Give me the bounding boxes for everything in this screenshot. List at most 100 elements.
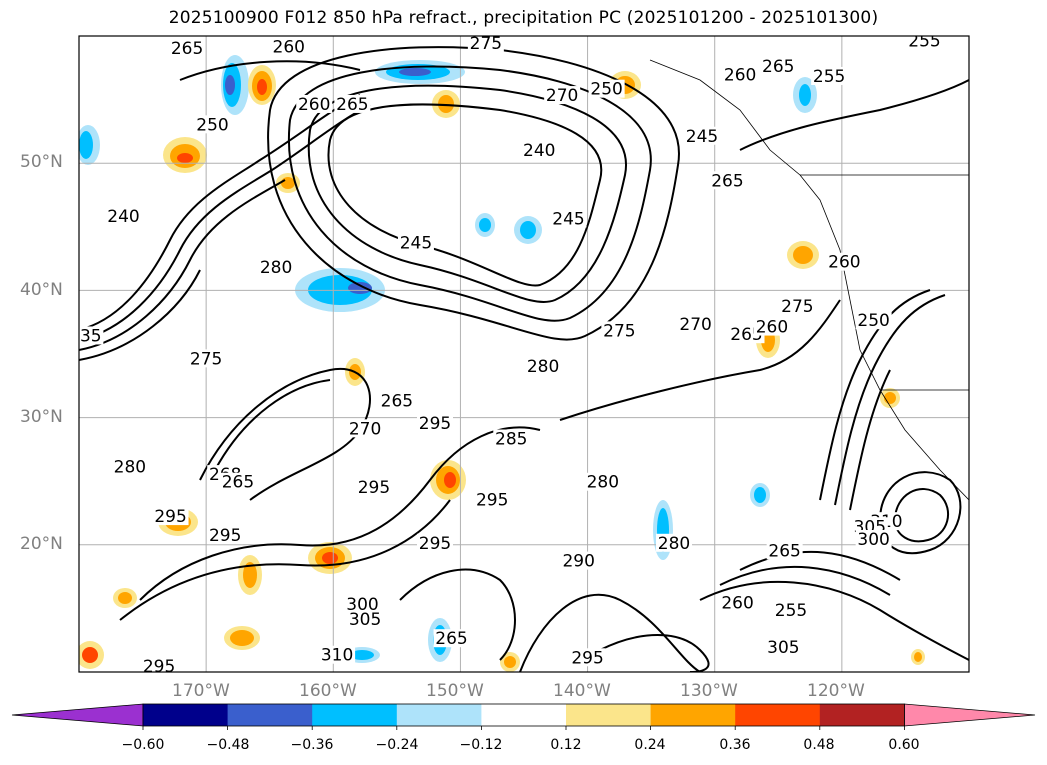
colorbar-frame xyxy=(142,703,905,727)
contour-label: 250 xyxy=(857,311,889,331)
colorbar-tick-label: −0.24 xyxy=(375,737,419,753)
contour-label-bg xyxy=(219,472,256,491)
contour-label: 275 xyxy=(603,321,635,341)
lat-label-20n: 20°N xyxy=(20,534,63,554)
contour-line xyxy=(79,269,201,361)
contour-line xyxy=(699,580,969,661)
contour-label: 280 xyxy=(114,457,146,477)
colorbar-segment xyxy=(227,704,313,726)
contour-label-bg xyxy=(811,66,848,85)
contour-label: 255 xyxy=(813,67,845,87)
lon-label-130w: 130°W xyxy=(680,681,738,701)
contour-label: 270 xyxy=(546,86,578,106)
colorbar-segment xyxy=(312,704,398,726)
contour-label: 265 xyxy=(768,541,800,561)
contour-line xyxy=(399,568,516,661)
precip-blob xyxy=(799,84,811,106)
precip-blob xyxy=(118,592,132,604)
contour-label: 235 xyxy=(69,326,101,346)
contour-label-bg xyxy=(296,94,333,113)
contour-label-bg xyxy=(976,54,1012,72)
contour-line xyxy=(819,289,931,501)
contour-line xyxy=(139,426,541,601)
chart-title: 2025100900 F012 850 hPa refract., precip… xyxy=(168,8,879,28)
contour-label-bg xyxy=(433,629,470,648)
contour-label-bg xyxy=(417,533,453,552)
contour-label-bg xyxy=(347,419,384,438)
colorbar-tick-label: −0.48 xyxy=(206,737,250,753)
contour-label: 295 xyxy=(419,534,451,554)
contour-line xyxy=(834,294,946,506)
contour-label: 310 xyxy=(321,646,353,666)
contour-label-bg xyxy=(105,206,142,225)
contour-line xyxy=(849,369,891,511)
contour-line xyxy=(307,84,628,303)
contour-label: 295 xyxy=(571,648,603,668)
contour-label-bg xyxy=(656,533,693,552)
contour-label-bg xyxy=(467,36,504,52)
contour-label: 280 xyxy=(260,258,292,278)
contour-label: 245 xyxy=(400,234,432,254)
contour-label: 305 xyxy=(767,638,799,658)
contour-label: 265 xyxy=(381,391,413,411)
contour-line xyxy=(559,299,841,421)
contour-label: 275 xyxy=(470,34,502,54)
lon-label-140w: 140°W xyxy=(553,681,611,701)
precip-blob xyxy=(438,95,454,113)
contour-line xyxy=(599,634,710,672)
contour-label: 260 xyxy=(721,594,753,614)
contour-line xyxy=(179,60,361,81)
contour-label-bg xyxy=(722,65,759,84)
contour-line xyxy=(79,104,371,341)
contour-label-bg xyxy=(355,477,392,496)
lat-label-30n: 30°N xyxy=(20,407,63,427)
colorbar-segment xyxy=(735,704,821,726)
contour-label: 280 xyxy=(527,357,559,377)
contour-label-bg xyxy=(677,315,714,334)
contour-label: 295 xyxy=(358,478,390,498)
precip-blob xyxy=(230,630,254,646)
contour-label: 260 xyxy=(828,253,860,273)
contour-label: 260 xyxy=(273,38,305,58)
refractivity-contours xyxy=(79,46,969,672)
lon-label-150w: 150°W xyxy=(426,681,484,701)
colorbar-segment xyxy=(819,704,905,726)
contour-label: 305 xyxy=(349,610,381,630)
contour-label-bg xyxy=(521,140,558,159)
contour-label: 270 xyxy=(349,419,381,439)
precip-blob xyxy=(793,246,813,264)
contour-label-bg xyxy=(334,94,371,113)
contour-label-bg xyxy=(270,37,307,56)
colorbar-segment xyxy=(650,704,736,726)
contour-label: 270 xyxy=(679,315,711,335)
colorbar-tick-label: 0.48 xyxy=(803,737,835,753)
contour-line xyxy=(878,471,962,555)
contour-label-bg xyxy=(544,86,581,105)
contour-label: 280 xyxy=(658,534,690,554)
contour-line xyxy=(327,103,603,287)
contour-label: 255 xyxy=(908,31,940,51)
contour-line xyxy=(519,593,701,672)
contour-label: 240 xyxy=(107,207,139,227)
contour-label-bg xyxy=(766,541,803,560)
contour-label-bg xyxy=(111,457,148,476)
contour-label: 260 xyxy=(724,66,756,86)
contour-label-bg xyxy=(560,551,597,570)
contour-label: 295 xyxy=(154,507,186,527)
coastlines xyxy=(649,59,969,501)
contour-line xyxy=(79,94,361,331)
contour-label-bg xyxy=(753,317,790,336)
contour-label-bg xyxy=(773,601,809,620)
precip-blob xyxy=(82,647,98,663)
contour-line xyxy=(739,550,901,581)
contour-label-bg xyxy=(588,79,625,98)
map-frame xyxy=(78,35,970,673)
precip-blob xyxy=(79,131,93,159)
precip-blob xyxy=(177,153,193,163)
contour-label-bg xyxy=(344,594,381,613)
contour-label: 275 xyxy=(190,349,222,369)
contour-label: 265 xyxy=(978,54,1010,74)
colorbar-segment xyxy=(143,704,229,726)
